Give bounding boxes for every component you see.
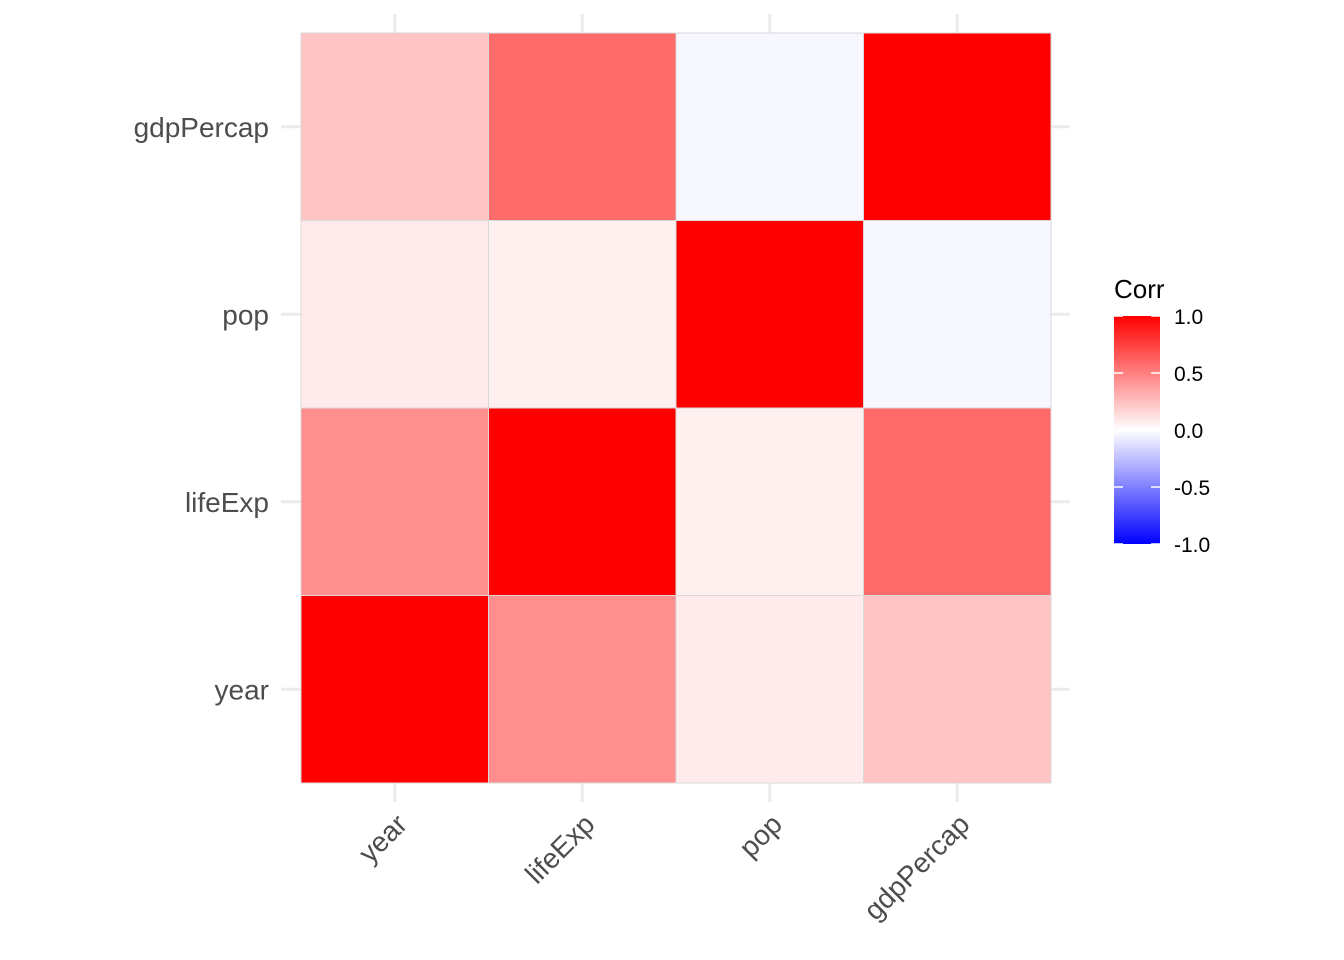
x-tick-label-pop: pop <box>733 808 788 863</box>
y-tick-label-year: year <box>215 674 269 705</box>
heatmap-tile-year-pop <box>675 595 864 784</box>
heatmap-tile-lifeExp-lifeExp <box>488 407 677 596</box>
legend-tick-label: -0.5 <box>1174 477 1210 500</box>
heatmap-tile-pop-gdpPercap <box>863 220 1052 409</box>
heatmap-tile-gdpPercap-pop <box>675 32 864 221</box>
heatmap-tiles <box>300 32 1052 784</box>
legend-tick-label: -1.0 <box>1174 534 1210 557</box>
legend: Corr 1.0 0.5 0.0 -0.5 -1.0 <box>1114 274 1210 557</box>
heatmap-tile-pop-lifeExp <box>488 220 677 409</box>
heatmap-tile-gdpPercap-gdpPercap <box>863 32 1052 221</box>
heatmap-tile-pop-year <box>300 220 489 409</box>
heatmap-tile-year-year <box>300 595 489 784</box>
heatmap-tile-lifeExp-pop <box>675 407 864 596</box>
x-tick-label-year: year <box>353 808 413 868</box>
legend-ticks: 1.0 0.5 0.0 -0.5 -1.0 <box>1114 306 1210 557</box>
heatmap-tile-lifeExp-gdpPercap <box>863 407 1052 596</box>
y-tick-label-gdpPercap: gdpPercap <box>134 112 269 143</box>
legend-tick-label: 0.5 <box>1174 363 1203 386</box>
y-tick-label-pop: pop <box>222 299 269 330</box>
heatmap-tile-lifeExp-year <box>300 407 489 596</box>
heatmap-tile-year-lifeExp <box>488 595 677 784</box>
x-tick-label-lifeExp: lifeExp <box>519 808 600 889</box>
legend-tick-label: 0.0 <box>1174 420 1203 443</box>
legend-tick-label: 1.0 <box>1174 306 1203 329</box>
heatmap-tile-year-gdpPercap <box>863 595 1052 784</box>
y-tick-label-lifeExp: lifeExp <box>185 487 269 518</box>
heatmap-tile-pop-pop <box>675 220 864 409</box>
legend-title: Corr <box>1114 274 1165 304</box>
x-tick-label-gdpPercap: gdpPercap <box>858 808 976 926</box>
heatmap-tile-gdpPercap-year <box>300 32 489 221</box>
heatmap-tile-gdpPercap-lifeExp <box>488 32 677 221</box>
